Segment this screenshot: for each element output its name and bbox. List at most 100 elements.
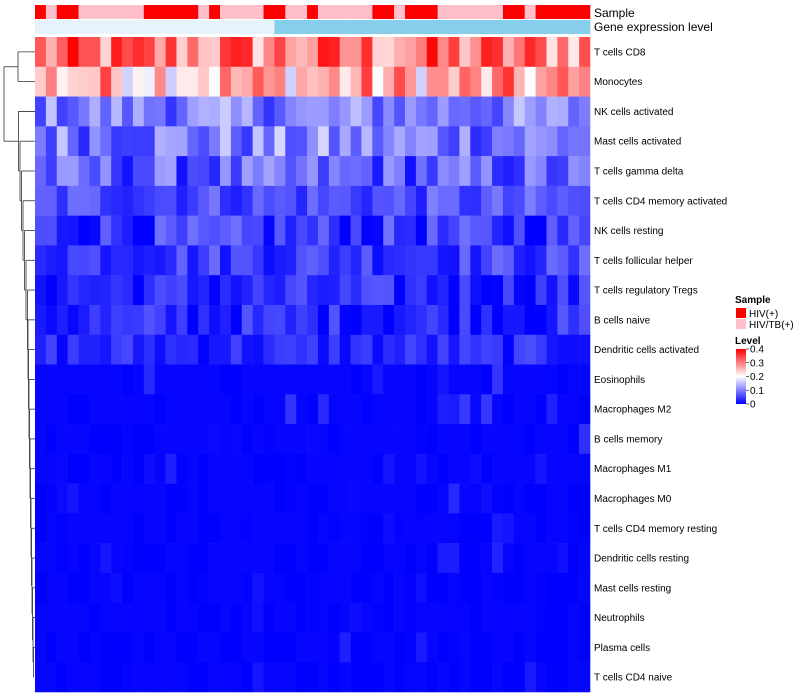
- heatmap-cell: [426, 304, 438, 336]
- sample-annotation-cell: [100, 5, 112, 19]
- heatmap-cell: [56, 126, 68, 157]
- heatmap-cell: [470, 245, 482, 276]
- heatmap-cell: [448, 275, 460, 306]
- row-label: T cells gamma delta: [594, 166, 684, 177]
- heatmap-cell: [579, 245, 591, 276]
- heatmap-cell: [296, 126, 308, 157]
- row-label: Dendritic cells resting: [594, 554, 689, 565]
- heatmap-cell: [100, 66, 112, 97]
- heatmap-cell: [132, 275, 145, 306]
- heatmap-cell: [470, 662, 482, 693]
- heatmap-cell: [220, 334, 232, 365]
- heatmap-cell: [67, 66, 79, 97]
- heatmap-cell: [230, 126, 243, 157]
- heatmap-cell: [448, 96, 460, 127]
- heatmap-cell: [89, 275, 101, 306]
- expression-annotation-cell: [132, 20, 145, 34]
- heatmap-cell: [307, 96, 319, 127]
- heatmap-cell: [350, 394, 362, 425]
- heatmap-cell: [535, 304, 547, 336]
- heatmap-cell: [339, 543, 351, 574]
- heatmap-cell: [557, 126, 569, 157]
- heatmap-cell: [350, 126, 362, 157]
- heatmap-cell: [209, 364, 221, 395]
- heatmap-cell: [481, 632, 493, 663]
- heatmap-cell: [35, 215, 47, 246]
- heatmap-cell: [230, 66, 243, 97]
- heatmap-cell: [252, 543, 264, 574]
- expression-annotation-cell: [67, 20, 79, 34]
- heatmap-cell: [307, 662, 319, 693]
- heatmap-cell: [252, 424, 264, 455]
- heatmap-cell: [350, 334, 362, 365]
- row-label: Plasma cells: [594, 643, 650, 654]
- heatmap-cell: [198, 543, 210, 574]
- heatmap-cell: [339, 394, 351, 425]
- heatmap-cell: [154, 572, 166, 603]
- heatmap-cell: [535, 215, 547, 246]
- heatmap-cell: [437, 602, 449, 633]
- expression-annotation-cell: [405, 20, 417, 34]
- heatmap-cell: [263, 275, 275, 306]
- heatmap-cell: [252, 156, 264, 187]
- level-legend-title: Level: [735, 336, 761, 347]
- heatmap-cell: [383, 453, 395, 484]
- heatmap-cell: [361, 275, 373, 306]
- heatmap-cell: [154, 543, 166, 574]
- expression-annotation-cell: [209, 20, 221, 34]
- heatmap-cell: [111, 394, 123, 425]
- heatmap-cell: [546, 215, 558, 246]
- heatmap-cell: [165, 394, 177, 425]
- heatmap-cell: [481, 483, 493, 514]
- heatmap-cell: [241, 602, 253, 633]
- expression-annotation-cell: [372, 20, 384, 34]
- expression-annotation-cell: [383, 20, 395, 34]
- heatmap-cell: [383, 37, 395, 68]
- heatmap-cell: [165, 304, 177, 336]
- heatmap-cell: [524, 334, 536, 365]
- heatmap-cell: [241, 632, 253, 663]
- level-colorbar: [736, 349, 746, 404]
- heatmap-cell: [492, 37, 504, 68]
- heatmap-cell: [263, 156, 275, 187]
- heatmap-cell: [557, 632, 569, 663]
- heatmap-cell: [481, 215, 493, 246]
- heatmap-cell: [307, 215, 319, 246]
- heatmap-cell: [263, 483, 275, 514]
- heatmap-cell: [35, 364, 47, 395]
- heatmap-cell: [328, 424, 341, 455]
- heatmap-cell: [143, 453, 156, 484]
- heatmap-cell: [415, 215, 428, 246]
- sample-annotation-cell: [263, 5, 275, 19]
- heatmap-cell: [535, 602, 547, 633]
- heatmap-cell: [470, 66, 482, 97]
- heatmap-cell: [350, 632, 362, 663]
- heatmap-cell: [502, 602, 515, 633]
- heatmap-cell: [252, 483, 264, 514]
- heatmap-cell: [285, 156, 297, 187]
- heatmap-cell: [198, 37, 210, 68]
- heatmap-cell: [372, 632, 384, 663]
- sample-annotation-cell: [350, 5, 362, 19]
- heatmap-cell: [176, 662, 188, 693]
- heatmap-cell: [100, 513, 112, 544]
- expression-annotation-cell: [111, 20, 123, 34]
- heatmap-cell: [132, 37, 145, 68]
- heatmap-cell: [502, 453, 515, 484]
- heatmap-cell: [361, 37, 373, 68]
- heatmap-cell: [568, 662, 580, 693]
- heatmap-cell: [437, 632, 449, 663]
- heatmap-cell: [426, 453, 438, 484]
- heatmap-cell: [339, 483, 351, 514]
- sample-annotation-cell: [568, 5, 580, 19]
- heatmap-cell: [263, 334, 275, 365]
- heatmap-cell: [252, 245, 264, 276]
- heatmap-cell: [274, 66, 286, 97]
- heatmap-cell: [176, 632, 188, 663]
- heatmap-cell: [568, 245, 580, 276]
- heatmap-cell: [56, 304, 68, 336]
- heatmap-cell: [502, 364, 515, 395]
- heatmap-cell: [426, 275, 438, 306]
- heatmap-cell: [470, 275, 482, 306]
